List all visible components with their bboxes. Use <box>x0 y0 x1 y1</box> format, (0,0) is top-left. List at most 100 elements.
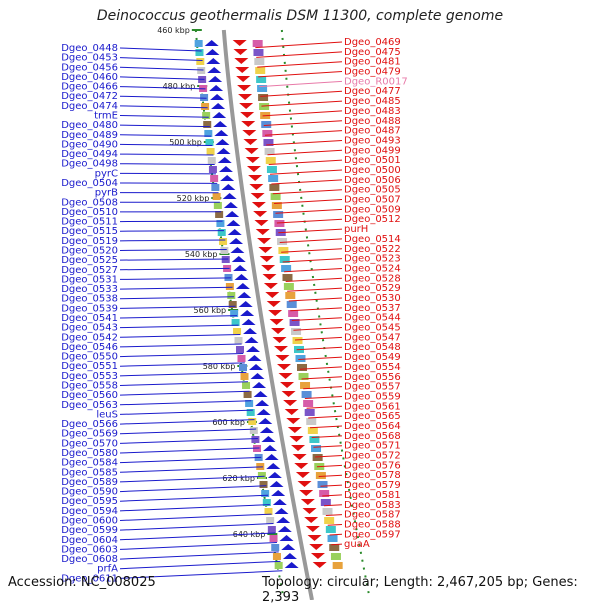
forward-gene-arrow[interactable] <box>245 337 259 343</box>
reverse-gene-arrow[interactable] <box>288 427 302 433</box>
forward-gene-arrow[interactable] <box>276 517 290 523</box>
forward-gene-arrow[interactable] <box>210 94 224 100</box>
forward-gene-arrow[interactable] <box>239 301 253 307</box>
reverse-gene-arrow[interactable] <box>308 535 322 541</box>
forward-gene-arrow[interactable] <box>205 40 219 46</box>
reverse-gene-arrow[interactable] <box>235 67 249 73</box>
forward-gene-arrow[interactable] <box>281 544 295 550</box>
reverse-gene-arrow[interactable] <box>239 103 253 109</box>
forward-gene-arrow[interactable] <box>261 436 275 442</box>
forward-gene-arrow[interactable] <box>270 481 284 487</box>
reverse-gene-arrow[interactable] <box>268 310 282 316</box>
reverse-gene-arrow[interactable] <box>237 85 251 91</box>
reverse-gene-arrow[interactable] <box>296 472 310 478</box>
reverse-gene-arrow[interactable] <box>277 364 291 370</box>
forward-gene-arrow[interactable] <box>233 265 247 271</box>
forward-gene-arrow[interactable] <box>207 67 221 73</box>
reverse-gene-arrow[interactable] <box>311 553 325 559</box>
forward-gene-arrow[interactable] <box>226 220 240 226</box>
forward-gene-arrow[interactable] <box>280 535 294 541</box>
reverse-gene-arrow[interactable] <box>267 301 281 307</box>
reverse-gene-arrow[interactable] <box>261 265 275 271</box>
reverse-gene-arrow[interactable] <box>286 418 300 424</box>
forward-gene-arrow[interactable] <box>251 373 265 379</box>
forward-gene-arrow[interactable] <box>273 499 287 505</box>
reverse-gene-arrow[interactable] <box>294 463 308 469</box>
forward-gene-arrow[interactable] <box>249 364 263 370</box>
forward-gene-arrow[interactable] <box>225 211 239 217</box>
reverse-gene-arrow[interactable] <box>233 40 247 46</box>
forward-gene-arrow[interactable] <box>214 130 228 136</box>
right-gene-label[interactable]: guaA <box>344 539 370 550</box>
forward-gene-arrow[interactable] <box>283 553 297 559</box>
reverse-gene-arrow[interactable] <box>280 382 294 388</box>
reverse-gene-arrow[interactable] <box>242 130 256 136</box>
forward-gene-arrow[interactable] <box>215 139 229 145</box>
reverse-gene-arrow[interactable] <box>302 508 316 514</box>
forward-gene-arrow[interactable] <box>218 157 232 163</box>
reverse-gene-arrow[interactable] <box>309 544 323 550</box>
reverse-gene-arrow[interactable] <box>275 355 289 361</box>
forward-gene-arrow[interactable] <box>206 58 220 64</box>
reverse-gene-arrow[interactable] <box>262 274 276 280</box>
reverse-gene-arrow[interactable] <box>283 400 297 406</box>
forward-gene-arrow[interactable] <box>209 85 223 91</box>
forward-gene-arrow[interactable] <box>232 256 246 262</box>
reverse-gene-arrow[interactable] <box>282 391 296 397</box>
reverse-gene-arrow[interactable] <box>301 499 315 505</box>
forward-gene-arrow[interactable] <box>224 202 238 208</box>
reverse-gene-arrow[interactable] <box>298 481 312 487</box>
forward-gene-arrow[interactable] <box>230 247 244 253</box>
forward-gene-arrow[interactable] <box>274 508 288 514</box>
reverse-gene-arrow[interactable] <box>265 292 279 298</box>
reverse-gene-arrow[interactable] <box>289 436 303 442</box>
forward-gene-arrow[interactable] <box>213 121 227 127</box>
reverse-gene-arrow[interactable] <box>304 517 318 523</box>
reverse-gene-arrow[interactable] <box>313 562 327 568</box>
reverse-gene-arrow[interactable] <box>285 409 299 415</box>
forward-gene-arrow[interactable] <box>255 400 269 406</box>
reverse-gene-arrow[interactable] <box>251 193 265 199</box>
forward-gene-arrow[interactable] <box>208 76 222 82</box>
reverse-gene-arrow[interactable] <box>245 148 259 154</box>
forward-gene-arrow[interactable] <box>263 445 277 451</box>
reverse-gene-arrow[interactable] <box>234 58 248 64</box>
forward-gene-arrow[interactable] <box>271 490 285 496</box>
reverse-gene-arrow[interactable] <box>238 94 252 100</box>
forward-gene-arrow[interactable] <box>234 274 248 280</box>
forward-gene-arrow[interactable] <box>240 310 254 316</box>
reverse-gene-arrow[interactable] <box>273 337 287 343</box>
reverse-gene-arrow[interactable] <box>271 328 285 334</box>
reverse-gene-arrow[interactable] <box>270 319 284 325</box>
reverse-gene-arrow[interactable] <box>274 346 288 352</box>
forward-gene-arrow[interactable] <box>242 319 256 325</box>
reverse-gene-arrow[interactable] <box>306 526 320 532</box>
reverse-gene-arrow[interactable] <box>243 139 257 145</box>
forward-gene-arrow[interactable] <box>228 229 242 235</box>
forward-gene-arrow[interactable] <box>217 148 231 154</box>
forward-gene-arrow[interactable] <box>278 526 292 532</box>
forward-gene-arrow[interactable] <box>265 454 279 460</box>
reverse-gene-arrow[interactable] <box>233 49 247 55</box>
forward-gene-arrow[interactable] <box>212 112 226 118</box>
reverse-gene-arrow[interactable] <box>293 454 307 460</box>
forward-gene-arrow[interactable] <box>221 184 235 190</box>
reverse-gene-arrow[interactable] <box>240 112 254 118</box>
reverse-gene-arrow[interactable] <box>257 238 271 244</box>
reverse-gene-arrow[interactable] <box>279 373 293 379</box>
forward-gene-arrow[interactable] <box>257 409 271 415</box>
forward-gene-arrow[interactable] <box>211 103 225 109</box>
reverse-gene-arrow[interactable] <box>256 229 270 235</box>
forward-gene-arrow[interactable] <box>236 283 250 289</box>
reverse-gene-arrow[interactable] <box>258 247 272 253</box>
forward-gene-arrow[interactable] <box>205 49 219 55</box>
reverse-gene-arrow[interactable] <box>253 211 267 217</box>
reverse-gene-arrow[interactable] <box>260 256 274 262</box>
forward-gene-arrow[interactable] <box>246 346 260 352</box>
forward-gene-arrow[interactable] <box>223 193 237 199</box>
forward-gene-arrow[interactable] <box>266 463 280 469</box>
reverse-gene-arrow[interactable] <box>248 175 262 181</box>
forward-gene-arrow[interactable] <box>219 166 233 172</box>
forward-gene-arrow[interactable] <box>229 238 243 244</box>
